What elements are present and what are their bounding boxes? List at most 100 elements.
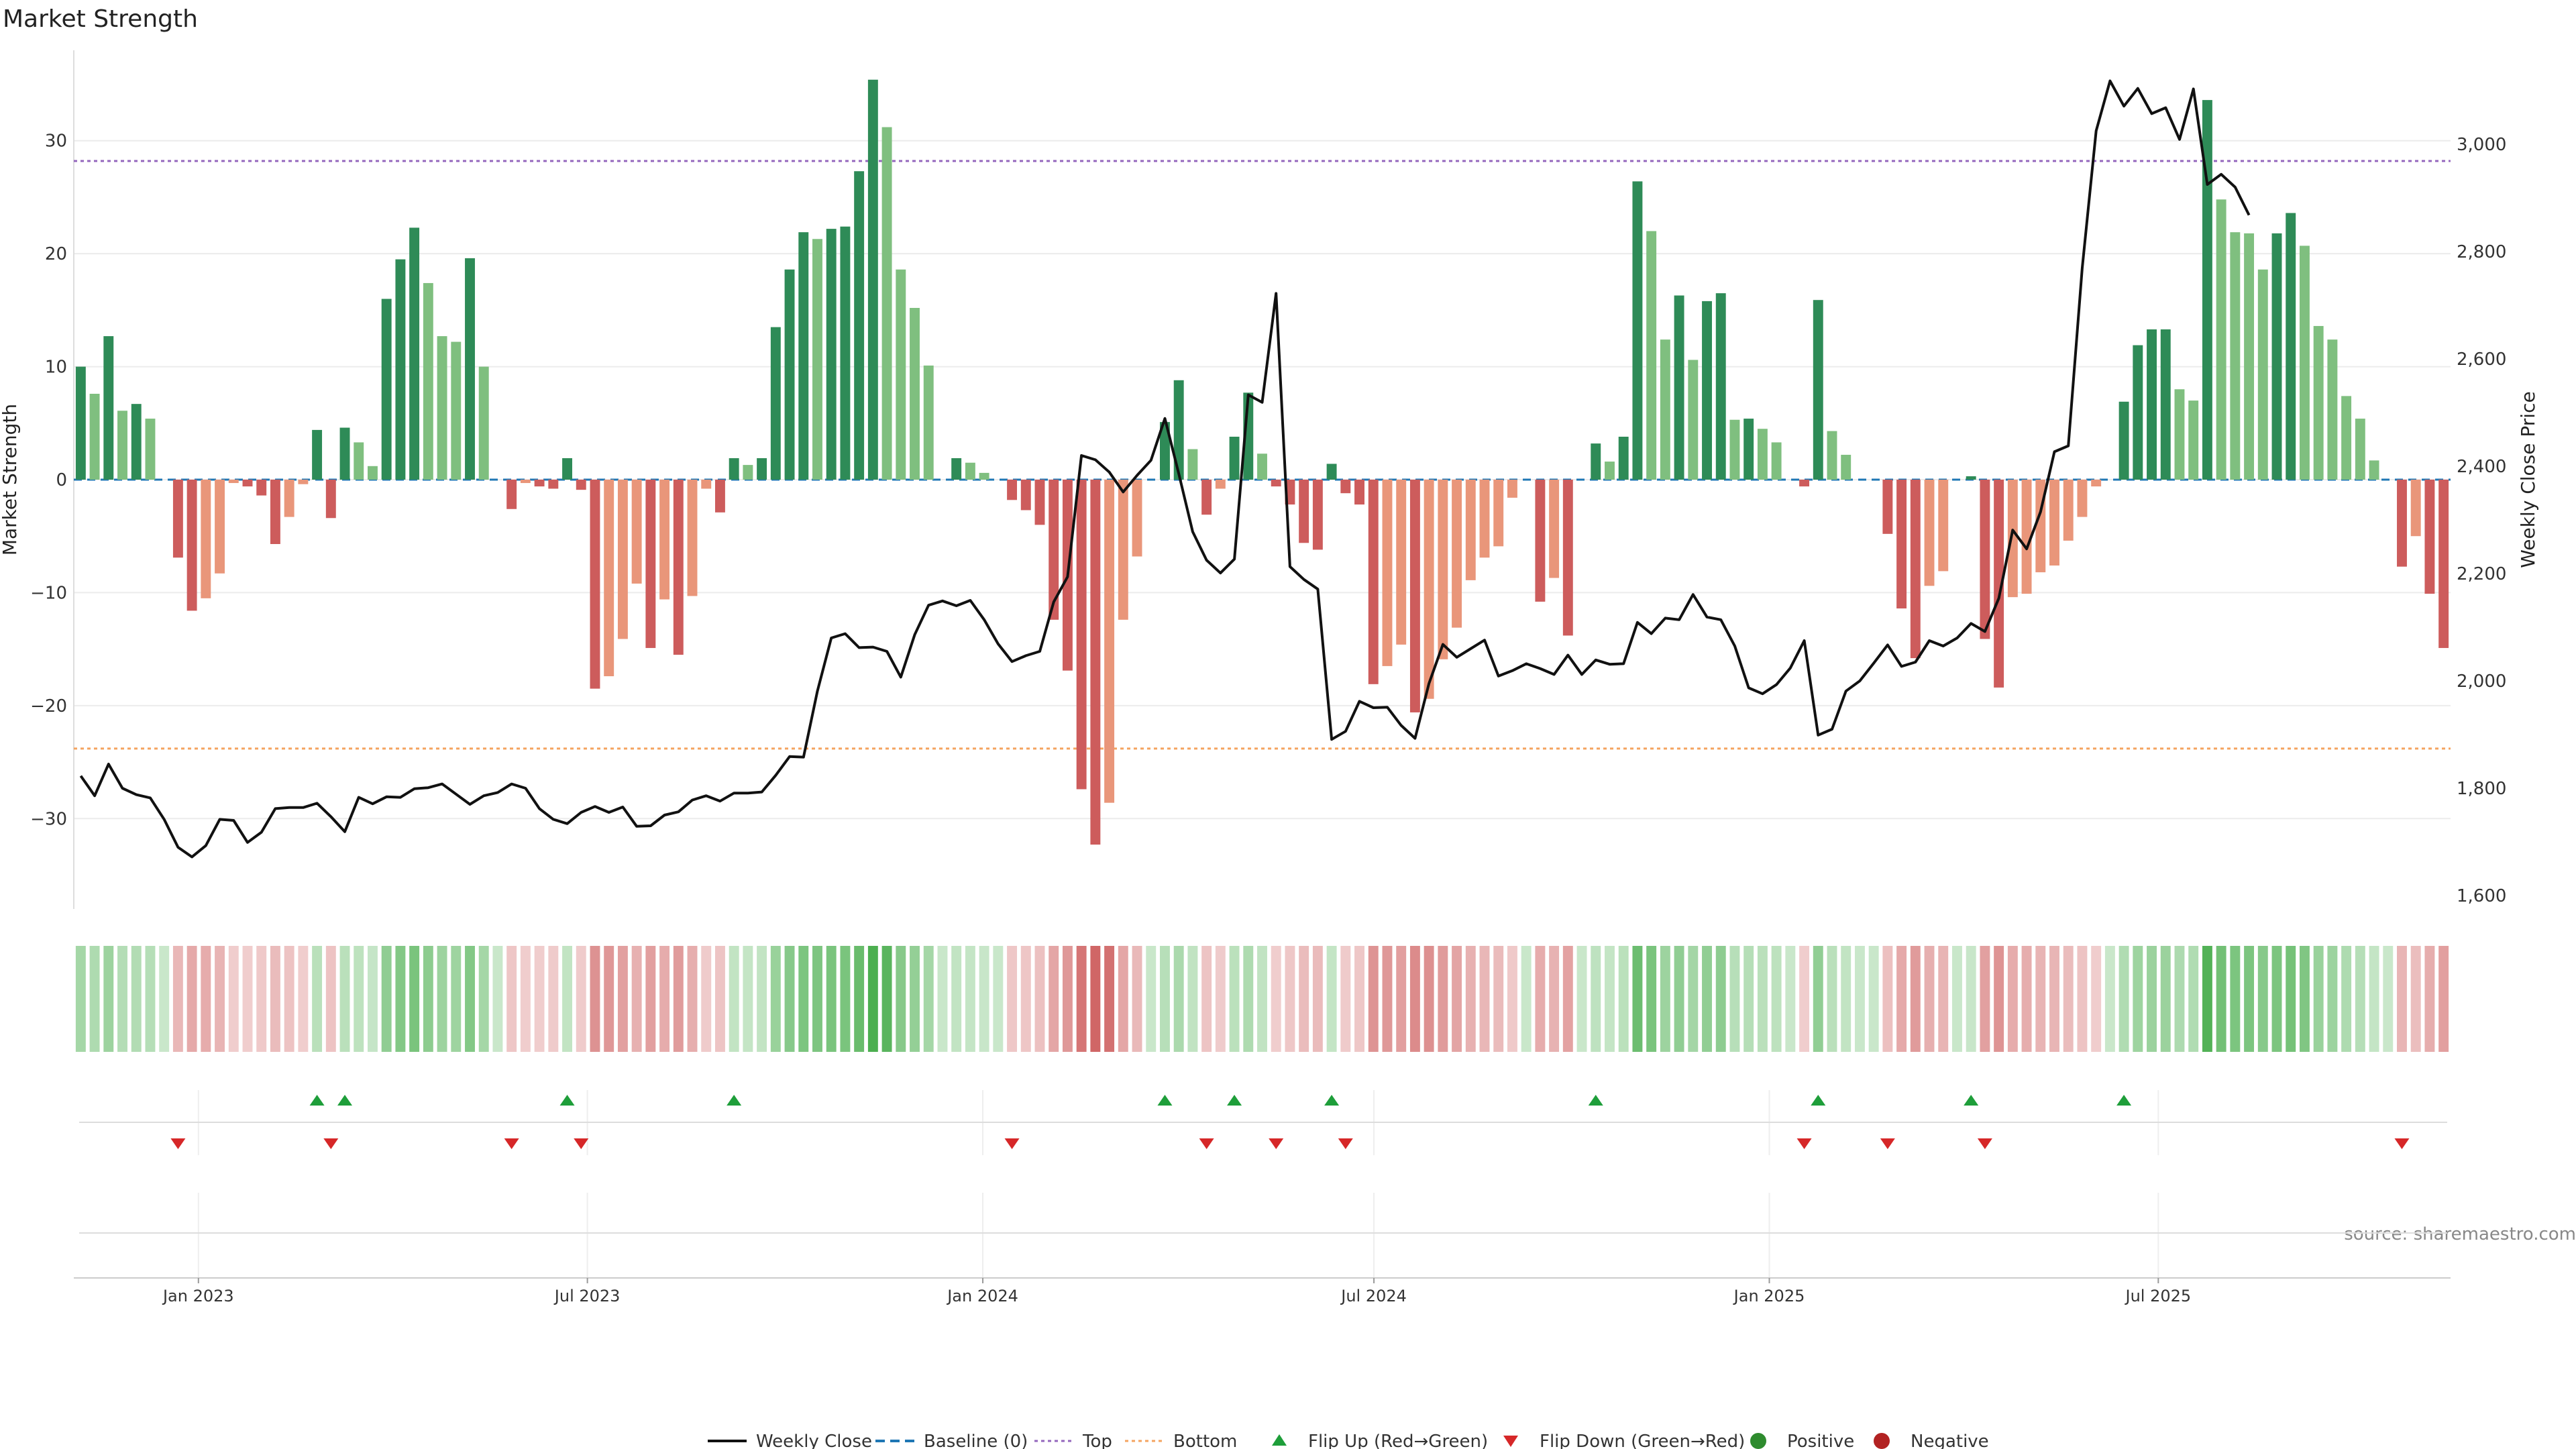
heat-cell — [2327, 946, 2338, 1052]
flip-down-marker — [170, 1138, 186, 1149]
heat-cell — [1618, 946, 1629, 1052]
right-axis-ticks: 3,000 2,800 2,600 2,400 2,200 2,000 1,800 1,600 — [2457, 135, 2506, 906]
flip-up-marker — [559, 1095, 575, 1106]
heat-cell — [2035, 946, 2046, 1052]
flip-down-marker — [1199, 1138, 1214, 1149]
strength-bar — [1424, 480, 1434, 699]
heat-cell — [492, 946, 503, 1052]
strength-bar — [1354, 480, 1364, 505]
empty-panel — [79, 1193, 2447, 1278]
strength-bar — [826, 229, 837, 480]
strength-bar — [1896, 480, 1907, 608]
heat-cell — [1729, 946, 1740, 1052]
strength-bar — [729, 458, 739, 480]
heat-cell — [256, 946, 267, 1052]
strength-bar — [1034, 480, 1045, 525]
heat-cell — [201, 946, 211, 1052]
y2-tick-label: 1,600 — [2457, 886, 2506, 906]
strength-bar — [896, 269, 906, 480]
heat-cell — [2299, 946, 2310, 1052]
legend-label: Positive — [1787, 1432, 1854, 1449]
strength-bar — [2286, 213, 2296, 480]
heat-cell — [1368, 946, 1379, 1052]
strength-bar — [1729, 419, 1740, 480]
heat-cell — [993, 946, 1004, 1052]
flip-down-marker — [574, 1138, 589, 1149]
heat-cell — [2049, 946, 2059, 1052]
flip-down-marker — [1004, 1138, 1020, 1149]
y2-tick-label: 3,000 — [2457, 135, 2506, 155]
heat-cell — [1160, 946, 1170, 1052]
heat-cell — [1799, 946, 1810, 1052]
heat-cell — [1257, 946, 1267, 1052]
heat-cell — [1201, 946, 1212, 1052]
strength-bar — [2313, 325, 2324, 480]
heat-cell — [1841, 946, 1851, 1052]
legend-item: Top — [1034, 1432, 1112, 1449]
strength-bar — [2147, 329, 2157, 480]
heat-cell — [1118, 946, 1128, 1052]
heat-cell — [2230, 946, 2241, 1052]
left-axis-ticks: 30 20 10 0 −10 −20 −30 — [30, 131, 67, 830]
heat-cell — [1409, 946, 1420, 1052]
strength-bar — [840, 226, 851, 480]
heat-cell — [714, 946, 725, 1052]
heat-cell — [1132, 946, 1142, 1052]
strength-bar — [2244, 233, 2255, 480]
heat-cell — [1952, 946, 1962, 1052]
strength-bar — [1215, 480, 1226, 489]
strength-bar — [409, 227, 420, 480]
heat-cell — [1535, 946, 1546, 1052]
heat-cell — [631, 946, 642, 1052]
heat-cell — [910, 946, 920, 1052]
strength-bar — [576, 480, 586, 490]
strength-bar — [325, 480, 336, 519]
heat-cell — [131, 946, 142, 1052]
heat-cell — [1396, 946, 1407, 1052]
heat-cell — [1229, 946, 1240, 1052]
strength-bar — [256, 480, 267, 496]
heat-cell — [1062, 946, 1073, 1052]
strength-bar — [1618, 437, 1629, 480]
strength-bar — [1966, 476, 1976, 480]
y2-tick-label: 1,800 — [2457, 779, 2506, 799]
strength-bar — [1326, 464, 1337, 480]
heat-cell — [2383, 946, 2394, 1052]
strength-bar — [1465, 480, 1476, 580]
strength-bar — [1632, 181, 1643, 480]
strength-bar — [2063, 480, 2074, 541]
heat-cell — [2410, 946, 2421, 1052]
y2-axis-label: Weekly Close Price — [2517, 391, 2539, 568]
legend-label: Top — [1082, 1432, 1112, 1449]
weekly-close-line — [79, 79, 2251, 859]
heat-cell — [2257, 946, 2268, 1052]
heat-cell — [186, 946, 197, 1052]
strength-bar — [881, 127, 892, 480]
y2-tick-label: 2,400 — [2457, 457, 2506, 477]
heat-cell — [1020, 946, 1031, 1052]
flip-down-marker — [323, 1138, 339, 1149]
strength-bar — [631, 480, 642, 584]
strength-bar — [923, 365, 934, 480]
strength-bar — [1409, 480, 1420, 712]
heat-cell — [1271, 946, 1281, 1052]
strength-bar — [1368, 480, 1379, 684]
weekly-close-series — [79, 79, 2251, 859]
legend-label: Flip Down (Green→Red) — [1540, 1432, 1745, 1449]
strength-bar — [659, 480, 670, 600]
strength-bar — [1201, 480, 1212, 515]
heat-cell — [1465, 946, 1476, 1052]
heat-cell — [923, 946, 934, 1052]
legend-label: Bottom — [1173, 1432, 1237, 1449]
strength-bar — [1994, 480, 2004, 688]
y-tick-label: 20 — [45, 244, 67, 264]
heat-cell — [2133, 946, 2143, 1052]
strength-bar — [1229, 437, 1240, 480]
legend: Weekly Close Baseline (0) Top Bottom Flip Up… — [708, 1432, 1989, 1449]
legend-item: Negative — [1874, 1432, 1989, 1449]
strength-bar — [1688, 360, 1699, 480]
strength-bar — [1479, 480, 1490, 558]
heat-cell — [2286, 946, 2296, 1052]
strength-bar — [1980, 480, 1990, 639]
strength-bar — [270, 480, 280, 544]
